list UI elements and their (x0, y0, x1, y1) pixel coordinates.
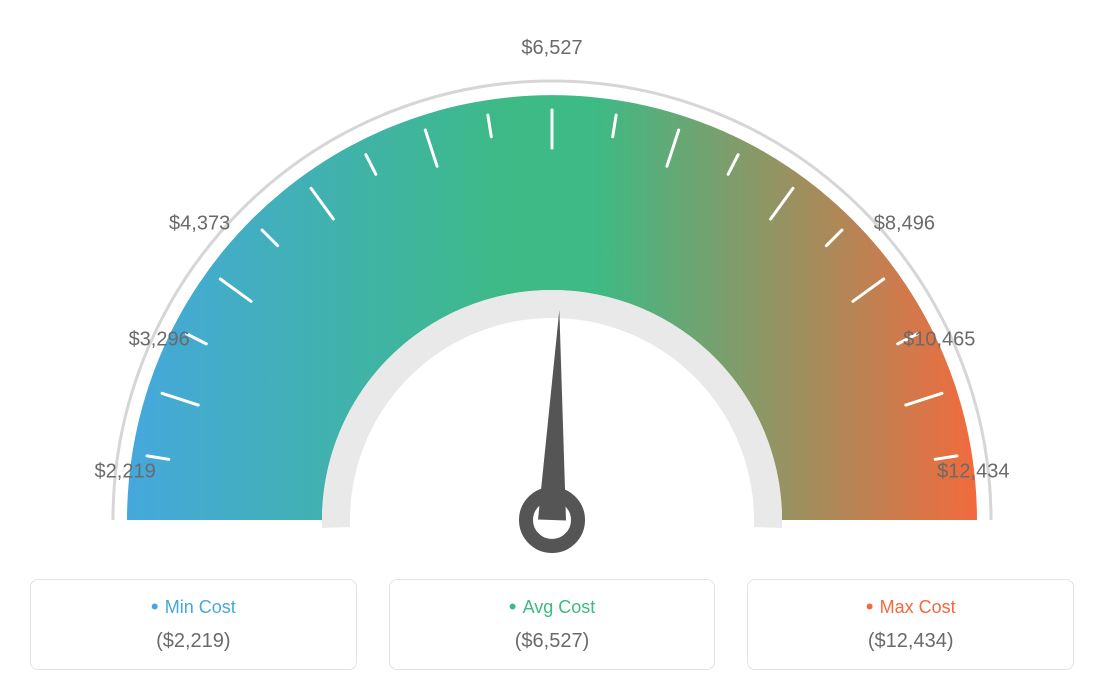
gauge-tick-label: $10,465 (903, 329, 975, 352)
legend-title-avg: Avg Cost (400, 594, 705, 620)
legend-title-max: Max Cost (758, 594, 1063, 620)
legend-value-avg: ($6,527) (400, 630, 705, 653)
legend-row: Min Cost ($2,219) Avg Cost ($6,527) Max … (0, 579, 1104, 670)
gauge-tick-label: $8,496 (874, 213, 935, 236)
legend-value-max: ($12,434) (758, 630, 1063, 653)
legend-card-max: Max Cost ($12,434) (747, 579, 1074, 670)
gauge-chart: $2,219 $3,296 $4,373 $6,527 $8,496 $10,465 $12… (0, 0, 1104, 560)
gauge-tick-label: $12,434 (937, 460, 1009, 483)
legend-value-min: ($2,219) (41, 630, 346, 653)
gauge-tick-label: $6,527 (521, 37, 582, 60)
chart-container: $2,219 $3,296 $4,373 $6,527 $8,496 $10,465 $12… (0, 0, 1104, 690)
legend-title-min: Min Cost (41, 594, 346, 620)
gauge-tick-label: $2,219 (95, 460, 156, 483)
gauge-tick-label: $4,373 (169, 213, 230, 236)
legend-card-avg: Avg Cost ($6,527) (389, 579, 716, 670)
gauge-tick-label: $3,296 (129, 329, 190, 352)
legend-card-min: Min Cost ($2,219) (30, 579, 357, 670)
